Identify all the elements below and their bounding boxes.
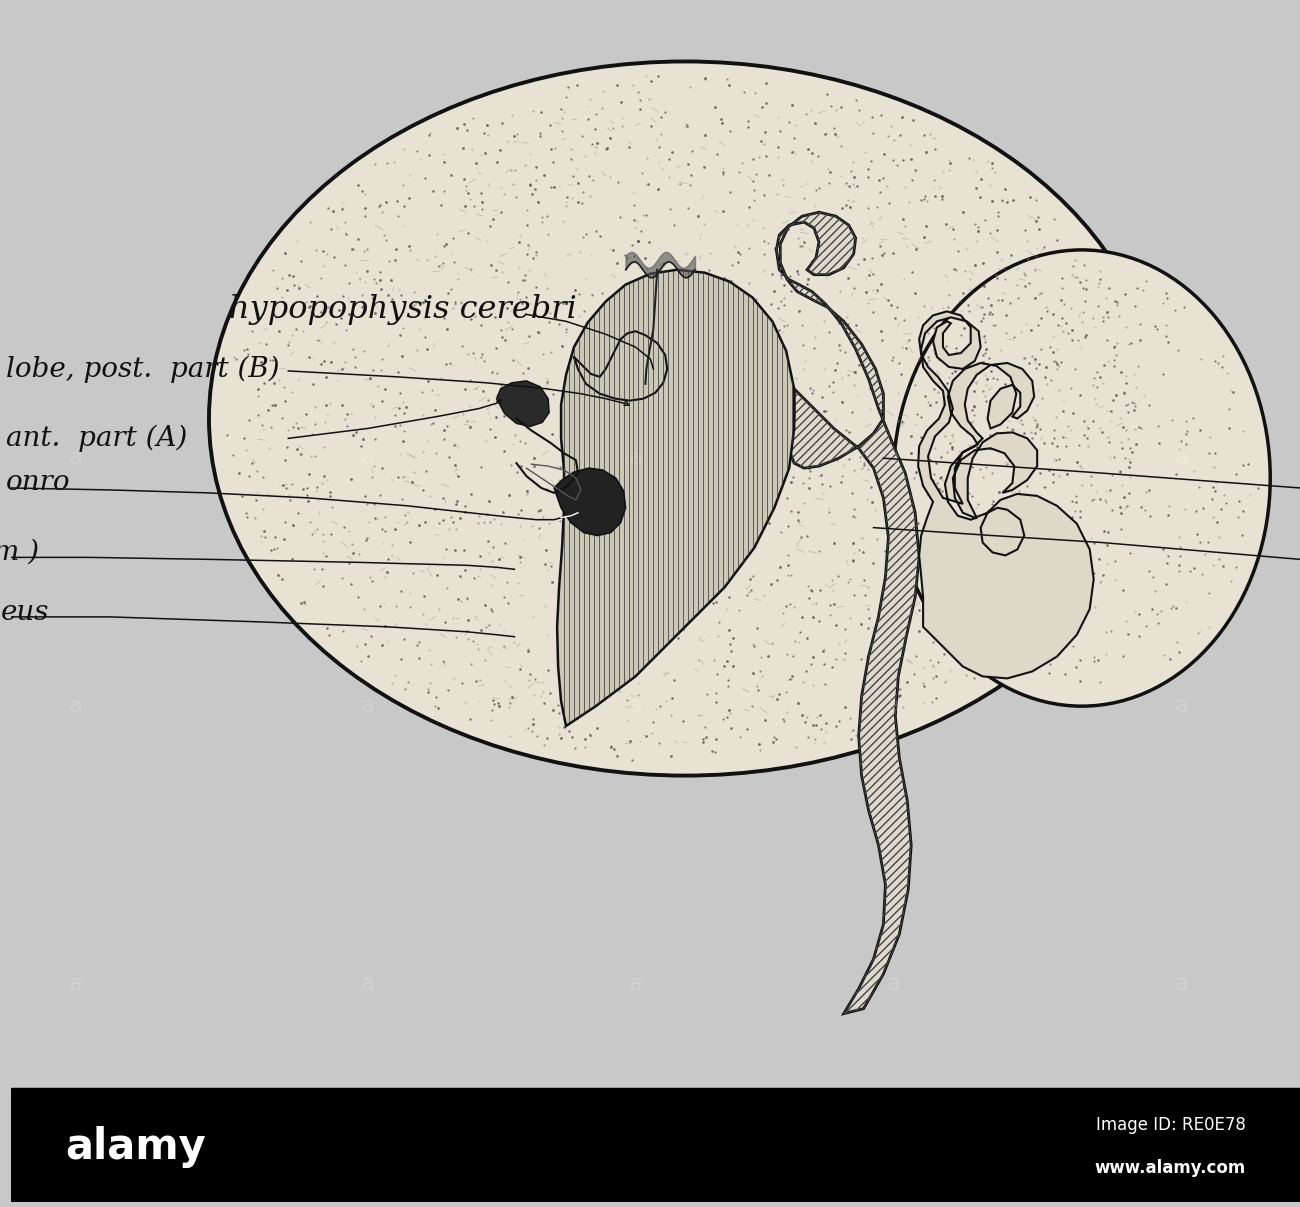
Text: a: a — [1174, 696, 1188, 716]
Text: a: a — [1174, 974, 1188, 993]
Text: a: a — [361, 448, 374, 468]
Text: ant.  part (A): ant. part (A) — [5, 425, 187, 453]
Text: a: a — [1174, 448, 1188, 468]
Text: a: a — [887, 448, 900, 468]
Polygon shape — [918, 311, 1093, 678]
Text: a: a — [629, 448, 642, 468]
Text: a: a — [887, 696, 900, 716]
Text: m ): m ) — [0, 538, 39, 566]
Polygon shape — [558, 269, 794, 725]
Text: hypopophysis cerebri: hypopophysis cerebri — [229, 295, 577, 325]
Polygon shape — [554, 468, 625, 536]
Text: a: a — [69, 974, 82, 993]
Polygon shape — [776, 212, 919, 1014]
Text: a: a — [69, 448, 82, 468]
Text: a: a — [629, 974, 642, 993]
Text: a: a — [887, 974, 900, 993]
Text: a: a — [69, 696, 82, 716]
Ellipse shape — [893, 250, 1270, 706]
Text: a: a — [361, 696, 374, 716]
Polygon shape — [497, 381, 549, 426]
Text: alamy: alamy — [65, 1126, 205, 1168]
Text: lobe, post.  part (B): lobe, post. part (B) — [5, 355, 280, 383]
Text: a: a — [361, 974, 374, 993]
Bar — [10, 1088, 1300, 1202]
Text: a: a — [629, 696, 642, 716]
Text: onro: onro — [5, 470, 70, 496]
Ellipse shape — [209, 62, 1161, 776]
Polygon shape — [575, 331, 667, 401]
Text: www.alamy.com: www.alamy.com — [1095, 1159, 1245, 1177]
Text: Image ID: RE0E78: Image ID: RE0E78 — [1096, 1115, 1245, 1133]
Text: eus: eus — [1, 600, 49, 626]
